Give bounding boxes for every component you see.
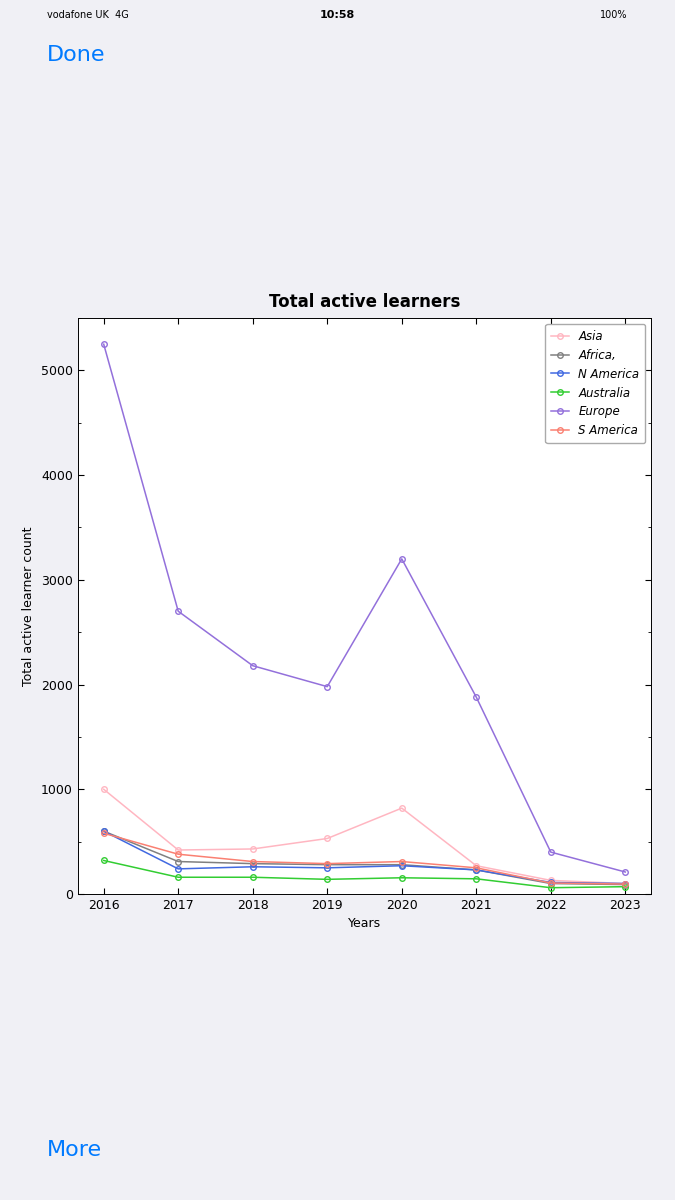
Text: vodafone UK  4G: vodafone UK 4G [47,10,129,20]
Asia [398,800,406,815]
Text: Done: Done [47,44,106,65]
S America [248,854,256,869]
S America [547,876,555,890]
X-axis label: Years: Years [348,918,381,930]
Text: 10:58: 10:58 [320,10,355,20]
Line: Europe: Europe [101,342,628,875]
Asia [100,782,108,797]
Asia [547,874,555,888]
Europe [174,604,182,618]
Line: N America: N America [101,828,628,887]
Europe [547,845,555,859]
N America [248,859,256,874]
Africa, [621,877,629,892]
Europe [472,690,481,704]
Asia [323,832,331,846]
S America [621,877,629,892]
Africa, [547,876,555,890]
Title: Total active learners: Total active learners [269,293,460,311]
Text: 100%: 100% [600,10,628,20]
Africa, [398,858,406,872]
Europe [621,865,629,880]
Africa, [100,824,108,839]
Y-axis label: Total active learner count: Total active learner count [22,527,35,685]
S America [398,854,406,869]
Europe [100,337,108,352]
Africa, [248,857,256,871]
Africa, [323,858,331,872]
Asia [248,841,256,856]
S America [100,826,108,840]
Europe [323,679,331,694]
Australia [547,881,555,895]
Australia [621,880,629,894]
Legend: Asia, Africa,, N America, Australia, Europe, S America: Asia, Africa,, N America, Australia, Eur… [545,324,645,443]
Asia [174,842,182,857]
Australia [100,853,108,868]
N America [547,875,555,889]
Australia [323,872,331,887]
N America [621,876,629,890]
N America [398,858,406,872]
Line: S America: S America [101,830,628,887]
Australia [398,870,406,884]
S America [323,857,331,871]
Africa, [472,863,481,877]
Australia [248,870,256,884]
Line: Africa,: Africa, [101,828,628,887]
Europe [248,659,256,673]
Asia [472,858,481,872]
S America [472,860,481,875]
N America [323,860,331,875]
N America [100,824,108,839]
N America [472,863,481,877]
Asia [621,876,629,890]
Africa, [174,854,182,869]
N America [174,862,182,876]
Line: Asia: Asia [101,786,628,887]
Europe [398,552,406,566]
Australia [472,871,481,886]
Line: Australia: Australia [101,858,628,890]
Text: More: More [47,1140,103,1159]
Australia [174,870,182,884]
S America [174,847,182,862]
